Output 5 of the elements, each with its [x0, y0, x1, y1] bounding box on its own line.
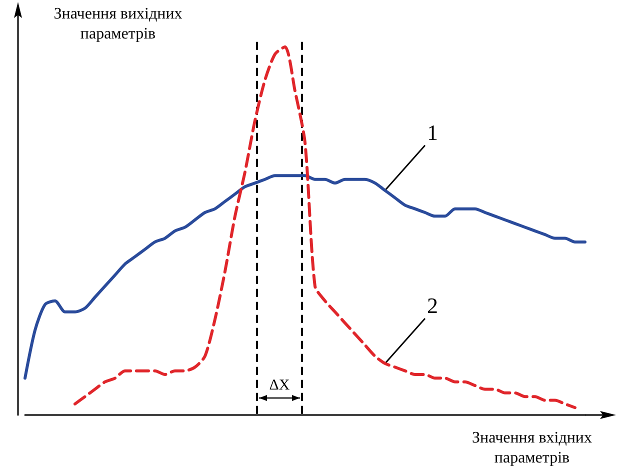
annotation: ΔX: [269, 378, 290, 394]
x-axis-title: Значення вхідних параметрів: [472, 430, 592, 466]
text: 1: [427, 120, 438, 145]
text: 2: [427, 292, 438, 318]
y-axis-title: Значення вихідних параметрів: [54, 6, 182, 42]
